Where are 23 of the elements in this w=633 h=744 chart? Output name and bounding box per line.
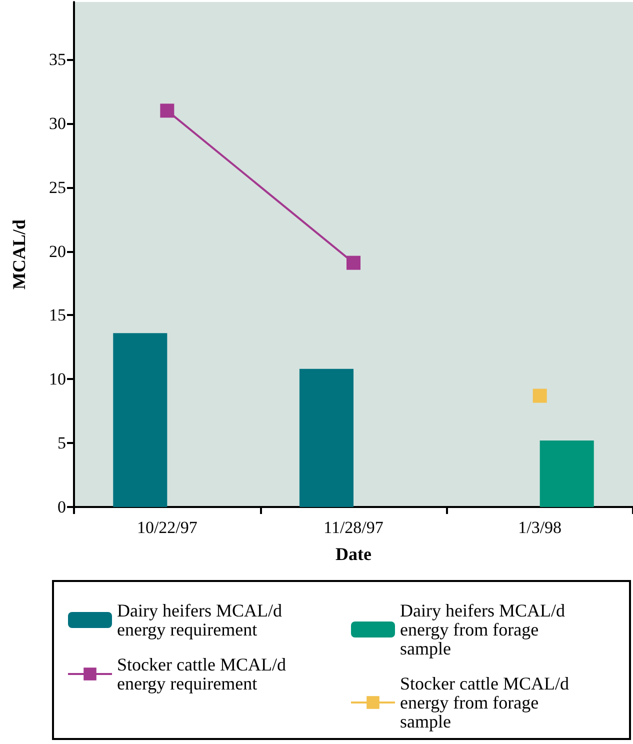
legend-label: Dairy heifers MCAL/d energy from forage sample [400, 600, 565, 658]
point [532, 388, 547, 403]
point [160, 104, 174, 118]
x-tick-label: 11/28/97 [324, 518, 384, 537]
point [346, 256, 360, 270]
bar [540, 440, 594, 507]
bar [113, 333, 168, 507]
x-tick-label: 10/22/97 [136, 518, 198, 537]
y-tick-label: 5 [58, 434, 66, 453]
y-tick-label: 35 [49, 50, 66, 70]
y-tick-label: 15 [49, 306, 66, 325]
legend-label: Stocker cattle MCAL/d energy requirement [117, 654, 286, 694]
x-axis-title: Date [336, 544, 372, 564]
y-tick-label: 10 [49, 370, 66, 389]
y-tick-label: 25 [49, 178, 66, 197]
y-tick-label: 30 [49, 114, 66, 133]
legend-label: Stocker cattle MCAL/d energy from forage sample [400, 674, 569, 732]
y-tick-label: 0 [58, 498, 66, 516]
y-tick-label: 20 [49, 242, 66, 261]
bar [299, 368, 354, 507]
y-axis-title: MCAL/d [9, 219, 29, 290]
x-tick-label: 1/3/98 [518, 518, 562, 537]
legend-label: Dairy heifers MCAL/d energy requirement [117, 600, 282, 640]
